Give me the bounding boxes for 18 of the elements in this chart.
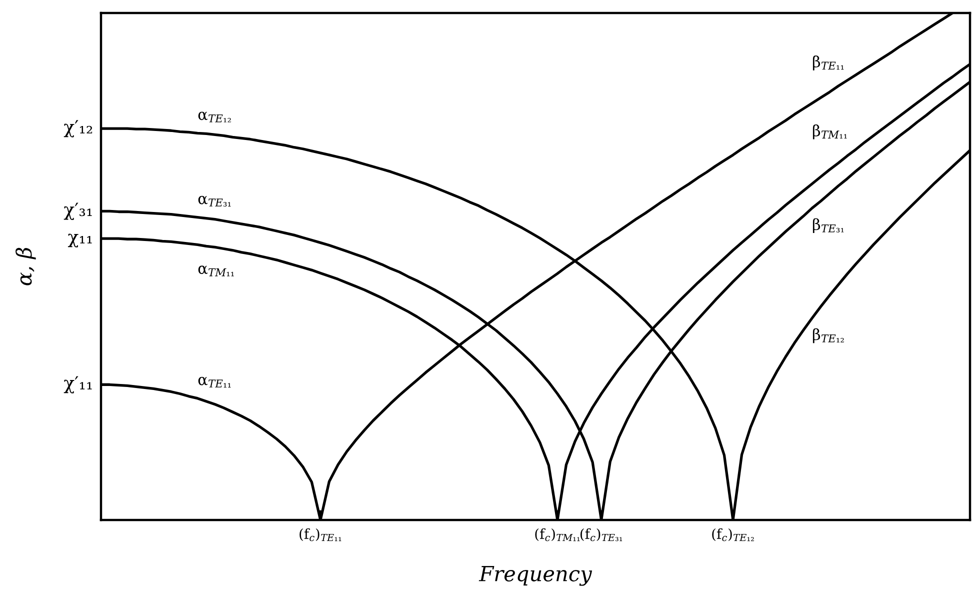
series-label: β$_{TE₃₁}$ xyxy=(812,218,844,234)
text: χ′₃₁ xyxy=(64,202,92,220)
series-label: α$_{TM₁₁}$ xyxy=(198,266,234,276)
x-tick-label: (f$_{c}$)$_{TE₁₂}$ xyxy=(712,528,754,542)
series-label: α$_{TE₁₁}$ xyxy=(198,376,231,388)
x-tick-label: (f$_{c}$)$_{TE₃₁}$ xyxy=(580,528,622,542)
series-label: α$_{TE₃₁}$ xyxy=(198,196,231,207)
series-label: β$_{TM₁₁}$ xyxy=(812,124,847,140)
series-label: β$_{TE₁₁}$ xyxy=(812,55,844,70)
y-axis-title: α, β xyxy=(16,248,36,286)
text: χ₁₁ xyxy=(68,234,92,248)
x-tick-label: (f$_{c}$)$_{TE₁₁}$ xyxy=(300,528,342,542)
text: χ′₁₂ xyxy=(64,120,92,138)
series-label: β$_{TE₁₂}$ xyxy=(812,328,844,344)
text: χ′₁₁ xyxy=(64,376,92,394)
x-tick-label: (f$_{c}$)$_{TM₁₁}$ xyxy=(535,528,580,542)
series-label: α$_{TE₁₂}$ xyxy=(198,112,231,122)
x-axis-title: Frequency xyxy=(478,566,592,586)
